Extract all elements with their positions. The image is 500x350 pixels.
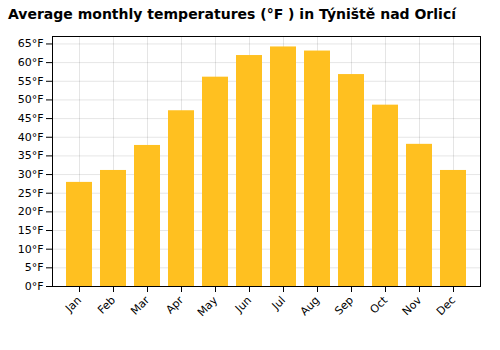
svg-text:Aug: Aug bbox=[298, 294, 322, 318]
svg-text:Oct: Oct bbox=[367, 293, 390, 316]
svg-text:25°F: 25°F bbox=[18, 187, 44, 200]
svg-text:30°F: 30°F bbox=[18, 168, 44, 181]
svg-text:45°F: 45°F bbox=[18, 112, 44, 125]
svg-text:Apr: Apr bbox=[163, 293, 186, 316]
svg-text:May: May bbox=[195, 293, 221, 319]
svg-text:0°F: 0°F bbox=[25, 280, 44, 293]
svg-text:60°F: 60°F bbox=[18, 56, 44, 69]
svg-text:55°F: 55°F bbox=[18, 75, 44, 88]
svg-text:50°F: 50°F bbox=[18, 93, 44, 106]
svg-text:Jul: Jul bbox=[269, 294, 288, 313]
svg-text:65°F: 65°F bbox=[18, 37, 44, 50]
svg-text:40°F: 40°F bbox=[18, 131, 44, 144]
svg-text:Jun: Jun bbox=[232, 294, 254, 316]
svg-text:5°F: 5°F bbox=[25, 261, 44, 274]
svg-text:20°F: 20°F bbox=[18, 205, 44, 218]
html-text:Average monthly temperatures (: Average monthly temperatures (°F ) in Tý… bbox=[8, 6, 456, 22]
svg-text:15°F: 15°F bbox=[18, 224, 44, 237]
svg-text:10°F: 10°F bbox=[18, 243, 44, 256]
svg-text:Nov: Nov bbox=[400, 293, 425, 318]
svg-text:Dec: Dec bbox=[434, 294, 458, 318]
svg-text:Jan: Jan bbox=[62, 294, 84, 316]
svg-text:Sep: Sep bbox=[332, 294, 356, 318]
svg-text:Mar: Mar bbox=[128, 293, 152, 317]
svg-text:35°F: 35°F bbox=[18, 149, 44, 162]
svg-text:Feb: Feb bbox=[95, 294, 118, 317]
